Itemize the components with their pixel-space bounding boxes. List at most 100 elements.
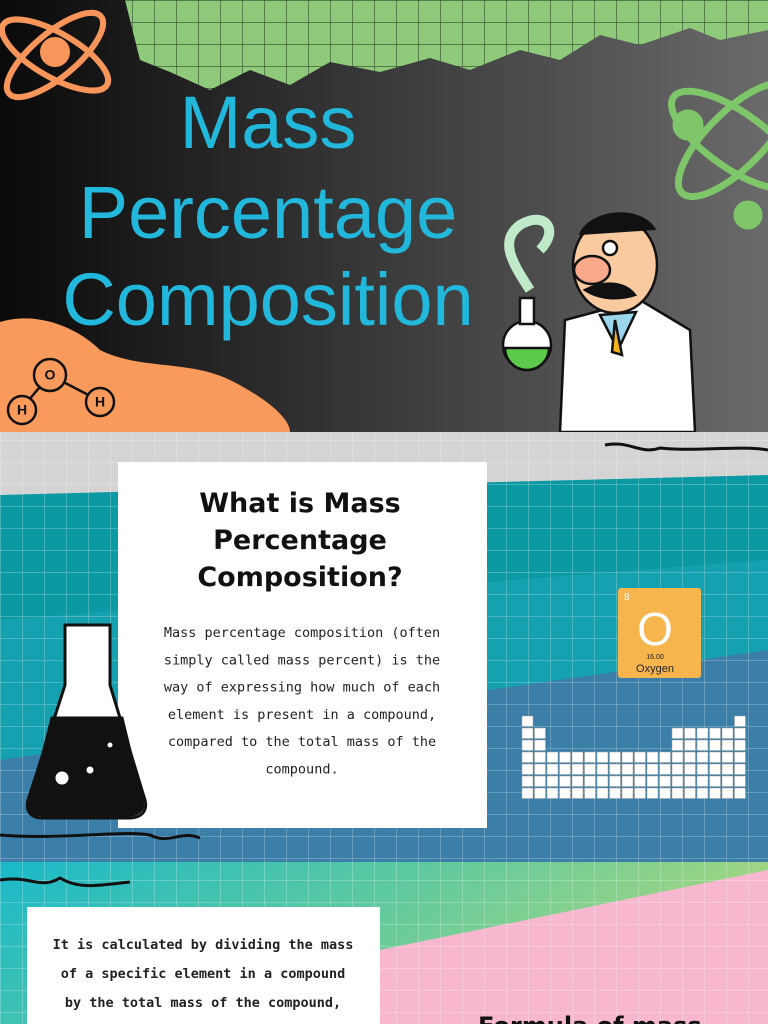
flask-illustration <box>25 623 148 820</box>
element-cell <box>521 727 534 739</box>
element-cell <box>671 763 684 775</box>
element-cell <box>621 751 634 763</box>
element-cell <box>571 787 584 799</box>
element-cell <box>634 787 646 799</box>
water-molecule <box>6 357 116 426</box>
element-tile: 8 O 16.00 Oxygen <box>618 588 701 678</box>
element-cell <box>671 775 684 787</box>
title-line: Percentage <box>79 171 458 254</box>
element-cell <box>721 763 734 775</box>
element-cell <box>571 763 584 775</box>
element-cell <box>734 739 746 751</box>
element-cell <box>709 739 721 751</box>
card-body-line: way of expressing how much of each <box>164 680 440 696</box>
element-cell <box>709 787 721 799</box>
element-cell <box>709 763 721 775</box>
element-cell <box>521 775 534 787</box>
element-cell <box>559 787 571 799</box>
card-body-line: It is calculated by dividing the mass <box>53 937 354 953</box>
atom-icon <box>667 79 768 230</box>
card-body-line: element is present in a compound, <box>168 707 436 723</box>
element-cell <box>534 763 546 775</box>
header: O H H Mass Percentage Composition <box>0 0 768 434</box>
element-cell <box>721 787 734 799</box>
element-cell <box>584 775 596 787</box>
atomic-number: 8 <box>624 592 630 603</box>
intro-card <box>118 462 487 828</box>
card-body-line: compound. <box>265 762 338 778</box>
card-body-line: by the total mass of the compound, <box>65 995 341 1011</box>
element-cell <box>684 763 696 775</box>
element-cell <box>696 751 709 763</box>
element-cell <box>609 775 621 787</box>
calc-section: It is calculated by dividing the mass of … <box>0 862 768 1024</box>
element-cell <box>734 763 746 775</box>
atomic-mass: 16.00 <box>646 654 664 661</box>
atom-icon <box>0 9 112 101</box>
element-cell <box>596 787 609 799</box>
element-cell <box>659 787 671 799</box>
element-symbol: O <box>637 603 673 655</box>
element-cell <box>634 763 646 775</box>
element-cell <box>534 775 546 787</box>
title-line: Mass <box>180 81 357 164</box>
element-cell <box>596 751 609 763</box>
calc-card <box>27 907 380 1024</box>
element-cell <box>734 775 746 787</box>
element-cell <box>571 751 584 763</box>
element-cell <box>534 739 546 751</box>
element-cell <box>709 775 721 787</box>
element-cell <box>609 763 621 775</box>
element-cell <box>671 787 684 799</box>
element-cell <box>596 763 609 775</box>
element-cell <box>684 751 696 763</box>
element-cell <box>696 727 709 739</box>
element-cell <box>734 727 746 739</box>
element-cell <box>696 739 709 751</box>
element-cell <box>546 787 559 799</box>
element-cell <box>546 751 559 763</box>
element-cell <box>546 763 559 775</box>
card-heading: What is Mass <box>199 488 401 519</box>
element-cell <box>521 739 534 751</box>
element-cell <box>646 751 659 763</box>
element-cell <box>721 751 734 763</box>
element-cell <box>721 739 734 751</box>
element-cell <box>684 739 696 751</box>
card-body-line: compared to the total mass of the <box>168 734 436 750</box>
element-cell <box>621 775 634 787</box>
scientist-illustration <box>501 212 697 434</box>
element-cell <box>559 775 571 787</box>
element-cell <box>634 751 646 763</box>
atom-label: H <box>95 394 105 410</box>
element-cell <box>609 787 621 799</box>
element-cell <box>559 763 571 775</box>
element-cell <box>521 715 534 727</box>
element-cell <box>646 763 659 775</box>
element-cell <box>571 775 584 787</box>
element-cell <box>584 787 596 799</box>
card-heading: Percentage <box>213 525 387 556</box>
element-cell <box>734 751 746 763</box>
card-body-line: Mass percentage composition (often <box>164 625 440 641</box>
element-cell <box>521 787 534 799</box>
element-cell <box>659 763 671 775</box>
element-cell <box>521 751 534 763</box>
atom-label: O <box>45 367 56 383</box>
element-cell <box>734 715 746 727</box>
element-cell <box>709 751 721 763</box>
element-name: Oxygen <box>636 663 674 675</box>
element-cell <box>721 775 734 787</box>
periodic-table <box>521 715 746 799</box>
element-cell <box>621 763 634 775</box>
element-cell <box>671 751 684 763</box>
element-cell <box>634 775 646 787</box>
card-heading: Composition? <box>197 562 402 593</box>
element-cell <box>646 775 659 787</box>
element-cell <box>534 787 546 799</box>
element-cell <box>621 787 634 799</box>
element-cell <box>709 727 721 739</box>
element-cell <box>696 787 709 799</box>
element-cell <box>734 787 746 799</box>
